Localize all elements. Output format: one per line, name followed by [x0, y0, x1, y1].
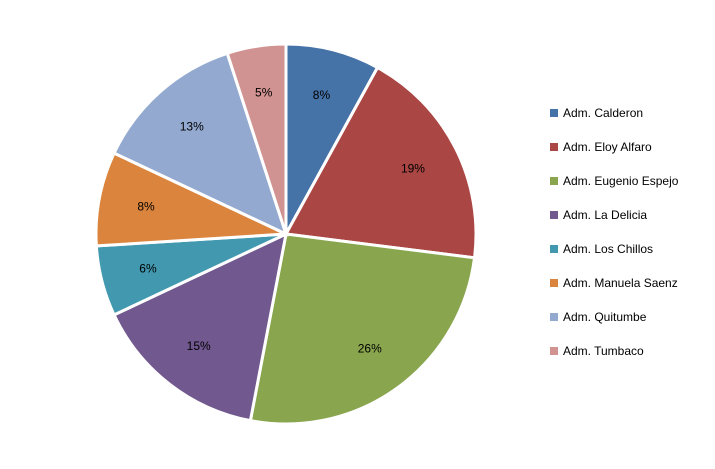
pie-slices [94, 42, 478, 426]
legend-swatch-adm-eugenio-espejo [550, 177, 558, 185]
pie-slice-adm-quitumbe [112, 51, 289, 237]
legend-label-adm-eugenio-espejo: Adm. Eugenio Espejo [563, 174, 679, 188]
legend-swatch-adm-calderon [550, 109, 558, 117]
data-label-adm-eloy-alfaro: 19% [401, 161, 425, 175]
legend-swatch-adm-eloy-alfaro [550, 143, 558, 151]
legend-swatch-adm-quitumbe [550, 313, 558, 321]
pie-slice-adm-eugenio-espejo [248, 232, 477, 426]
legend-swatch-adm-los-chillos [550, 245, 558, 253]
data-label-adm-quitumbe: 13% [180, 119, 204, 133]
legend-label-adm-tumbaco: Adm. Tumbaco [563, 344, 644, 358]
legend-label-adm-calderon: Adm. Calderon [563, 106, 643, 120]
pie-slice-adm-manuela-saenz [94, 151, 287, 248]
legend: Adm. Calderon Adm. Eloy Alfaro Adm. Eugeni… [550, 106, 679, 358]
legend-label-adm-los-chillos: Adm. Los Chillos [563, 242, 653, 256]
legend-swatch-adm-tumbaco [550, 347, 558, 355]
pie-data-labels: 8% 19% 26% 15% 6% 8% 13% 5% [137, 85, 425, 355]
data-label-adm-tumbaco: 5% [255, 85, 273, 99]
legend-label-adm-la-delicia: Adm. La Delicia [563, 208, 647, 222]
legend-label-adm-eloy-alfaro: Adm. Eloy Alfaro [563, 140, 652, 154]
data-label-adm-manuela-saenz: 8% [137, 199, 155, 213]
data-label-adm-los-chillos: 6% [139, 262, 157, 276]
legend-swatch-adm-la-delicia [550, 211, 558, 219]
pie-slice-adm-la-delicia [112, 231, 289, 423]
pie-slice-adm-calderon [284, 42, 380, 235]
legend-swatch-adm-manuela-saenz [550, 279, 558, 287]
legend-label-adm-quitumbe: Adm. Quitumbe [563, 310, 647, 324]
pie-slice-adm-tumbaco [225, 42, 288, 235]
pie-slice-adm-eloy-alfaro [283, 65, 478, 260]
data-label-adm-la-delicia: 15% [187, 339, 211, 353]
legend-label-adm-manuela-saenz: Adm. Manuela Saenz [563, 276, 678, 290]
data-label-adm-eugenio-espejo: 26% [358, 341, 382, 355]
data-label-adm-calderon: 8% [313, 88, 331, 102]
